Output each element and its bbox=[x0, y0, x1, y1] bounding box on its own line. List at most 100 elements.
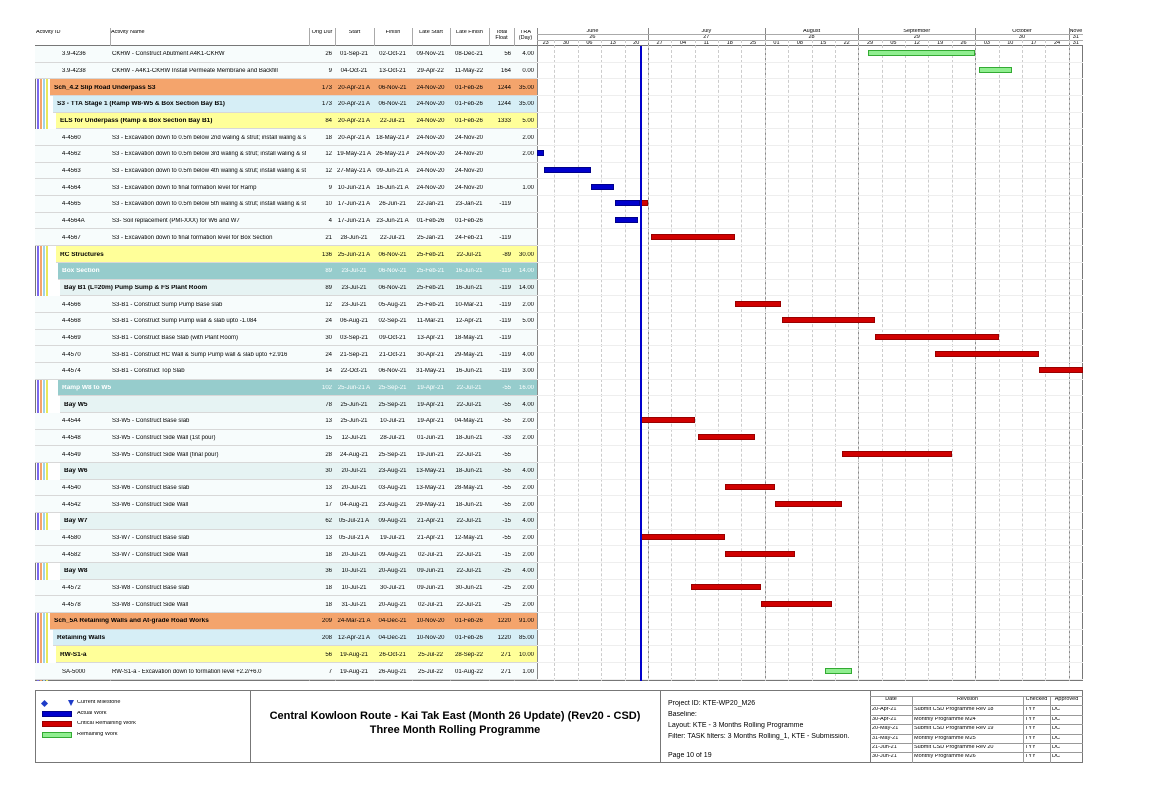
start-cell: 20-Apr-21 A bbox=[337, 101, 371, 108]
float-cell: -55 bbox=[502, 384, 511, 391]
start-cell: 25-Jun-21 bbox=[340, 418, 368, 425]
float-cell: 1244 bbox=[497, 84, 511, 91]
gantt-row bbox=[537, 261, 1083, 263]
start-cell: 17-Jun-21 A bbox=[337, 201, 371, 208]
row-bg bbox=[35, 412, 537, 430]
dur-cell: 10 bbox=[325, 201, 332, 208]
finish-cell: 16-Jun-21 A bbox=[376, 184, 409, 191]
late-finish-cell: 10-Mar-21 bbox=[455, 301, 483, 308]
column-header: Activity Name bbox=[111, 30, 145, 35]
gantt-bar bbox=[640, 534, 725, 541]
row-bg bbox=[35, 179, 537, 197]
dur-cell: 15 bbox=[325, 434, 332, 441]
finish-cell: 23-Aug-21 bbox=[378, 468, 407, 475]
gantt-row bbox=[537, 228, 1083, 230]
month-line bbox=[537, 28, 538, 681]
dur-cell: 18 bbox=[325, 134, 332, 141]
revision-cell: 20-May-21 bbox=[872, 726, 899, 732]
id-cell: 4-4564 bbox=[62, 184, 81, 191]
revision-row-line bbox=[870, 724, 1083, 726]
tra-cell: 16.00 bbox=[518, 384, 534, 391]
week-grid-line bbox=[1068, 40, 1070, 681]
week-grid-line bbox=[998, 40, 1000, 681]
project-info: Page 10 of 19 bbox=[668, 752, 712, 759]
id-cell: 4-4563 bbox=[62, 168, 81, 175]
tra-cell: 2.00 bbox=[522, 434, 534, 441]
id-cell: 4-4565 bbox=[62, 201, 81, 208]
late-finish-cell: 16-Jun-21 bbox=[455, 368, 483, 375]
float-cell: 271 bbox=[500, 651, 511, 658]
float-cell: -55 bbox=[502, 418, 511, 425]
late-start-cell: 09-Jun-21 bbox=[416, 568, 445, 575]
id-cell: 4-4542 bbox=[62, 501, 81, 508]
late-finish-cell: 16-Jun-21 bbox=[455, 268, 483, 275]
late-start-cell: 19-Jun-21 bbox=[416, 451, 445, 458]
week-label: 03 bbox=[983, 41, 990, 46]
name-cell: S3 - Excavation down to 0.5m below 5th w… bbox=[112, 201, 306, 208]
name-cell: S3 - Excavation down to 0.5m below 4th w… bbox=[112, 168, 306, 175]
revision-cell: Monthly Programme M26 bbox=[914, 754, 976, 760]
late-finish-cell: 22-Jul-21 bbox=[456, 601, 482, 608]
late-start-cell: 30-Apr-21 bbox=[417, 351, 444, 358]
id-cell: 4-4549 bbox=[62, 451, 81, 458]
row-bg bbox=[53, 96, 537, 113]
finish-cell: 23-Aug-21 bbox=[378, 501, 407, 508]
dur-cell: 12 bbox=[325, 168, 332, 175]
finish-cell: 28-Jul-21 bbox=[379, 434, 405, 441]
gantt-row bbox=[537, 528, 1083, 530]
late-finish-cell: 28-May-21 bbox=[454, 485, 484, 492]
gantt-row bbox=[537, 595, 1083, 597]
week-label: 06 bbox=[586, 41, 593, 46]
dur-cell: 14 bbox=[325, 368, 332, 375]
project-info: Filter: TASK filters: 3 Months Rolling_1… bbox=[668, 733, 850, 740]
dur-cell: 26 bbox=[325, 51, 332, 58]
row-bg bbox=[60, 396, 537, 413]
week-grid-line bbox=[811, 40, 813, 681]
row-bg bbox=[58, 379, 537, 397]
column-header: Late Finish bbox=[456, 30, 483, 35]
id-cell: 4-4566 bbox=[62, 301, 81, 308]
week-label: 05 bbox=[890, 41, 897, 46]
float-cell: -25 bbox=[502, 585, 511, 592]
timescale-line bbox=[537, 34, 1083, 35]
start-cell: 10-Jul-21 bbox=[341, 568, 367, 575]
start-cell: 19-Aug-21 bbox=[339, 651, 369, 658]
late-start-cell: 01-Feb-26 bbox=[416, 218, 445, 225]
name-cell: S3-W7 - Construct Side Wall bbox=[112, 551, 189, 558]
dur-cell: 7 bbox=[328, 668, 332, 675]
dur-cell: 21 bbox=[325, 234, 332, 241]
late-start-cell: 13-Apr-21 bbox=[417, 334, 444, 341]
late-finish-cell: 12-Apr-21 bbox=[455, 318, 483, 325]
start-cell: 10-Jun-21 A bbox=[337, 184, 371, 191]
float-cell: 56 bbox=[504, 51, 511, 58]
start-cell: 28-Jun-21 bbox=[340, 234, 368, 241]
week-label: 23 bbox=[542, 41, 549, 46]
month-number: 30 bbox=[1018, 35, 1026, 40]
revision-cell: TYY bbox=[1025, 707, 1036, 713]
week-label: 17 bbox=[1030, 41, 1037, 46]
wbs-name: Bay W8 bbox=[64, 568, 88, 575]
finish-cell: 25-Sep-21 bbox=[378, 401, 407, 408]
dur-cell: 18 bbox=[325, 551, 332, 558]
row-bg bbox=[35, 529, 537, 547]
finish-cell: 02-Oct-21 bbox=[379, 51, 406, 58]
tra-cell: 1.00 bbox=[522, 668, 534, 675]
week-label: 04 bbox=[679, 41, 687, 46]
gantt-bar bbox=[734, 300, 782, 307]
float-cell: -25 bbox=[502, 601, 511, 608]
gantt-bar bbox=[641, 417, 695, 424]
start-cell: 23-Jul-21 bbox=[341, 284, 367, 291]
tra-cell: 35.00 bbox=[518, 101, 534, 108]
id-cell: 4-4582 bbox=[62, 551, 81, 558]
name-cell: S3-W5 - Construct Side Wall (1st pour) bbox=[112, 434, 216, 441]
dur-cell: 78 bbox=[325, 401, 332, 408]
finish-cell: 10-Jul-21 bbox=[379, 418, 405, 425]
id-cell: 4-4560 bbox=[62, 134, 81, 141]
start-cell: 04-Oct-21 bbox=[340, 68, 368, 75]
header-bg bbox=[35, 28, 1083, 46]
row-bg bbox=[35, 479, 537, 497]
tra-cell: 4.00 bbox=[522, 351, 534, 358]
week-label: 31 bbox=[1072, 41, 1079, 46]
gantt-row bbox=[537, 95, 1083, 97]
start-cell: 17-Jun-21 A bbox=[337, 218, 371, 225]
